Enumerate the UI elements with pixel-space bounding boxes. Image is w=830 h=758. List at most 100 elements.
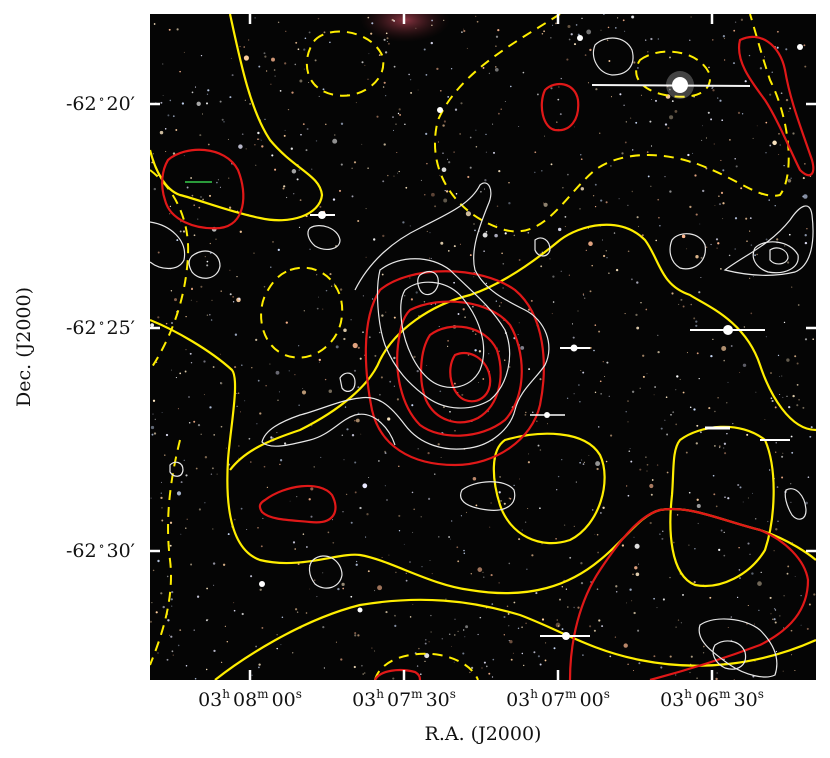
- star: [479, 190, 482, 193]
- star: [534, 151, 537, 154]
- star: [483, 188, 486, 190]
- star: [671, 100, 674, 102]
- star: [535, 592, 538, 595]
- star: [154, 418, 157, 421]
- star: [444, 190, 446, 192]
- star: [441, 638, 444, 640]
- star: [415, 291, 418, 294]
- star: [305, 149, 308, 152]
- star: [166, 575, 169, 578]
- star: [594, 324, 597, 326]
- star: [695, 255, 699, 259]
- star: [739, 486, 742, 489]
- star: [701, 139, 703, 141]
- star: [686, 248, 688, 250]
- white-contour: [339, 372, 356, 392]
- star: [491, 603, 494, 605]
- y-tick-label: -62 ∘ 25′: [66, 316, 135, 339]
- star: [727, 497, 730, 500]
- star: [197, 218, 199, 220]
- star: [754, 254, 757, 257]
- star: [306, 546, 308, 548]
- star: [582, 654, 584, 656]
- star: [687, 153, 690, 157]
- star: [274, 75, 276, 77]
- star: [794, 576, 796, 577]
- star: [650, 185, 652, 187]
- star: [383, 81, 386, 84]
- star: [475, 146, 478, 148]
- star: [747, 604, 749, 607]
- star: [499, 475, 502, 478]
- star: [589, 48, 592, 52]
- star: [537, 655, 540, 658]
- star: [276, 634, 278, 636]
- star: [322, 308, 324, 310]
- star: [495, 300, 497, 302]
- star: [308, 31, 311, 34]
- star: [450, 418, 451, 420]
- star: [438, 536, 440, 538]
- star: [714, 204, 716, 207]
- star: [561, 459, 563, 461]
- star: [188, 421, 191, 424]
- star: [162, 63, 164, 65]
- star: [420, 179, 422, 181]
- white-contours: [150, 37, 814, 678]
- star: [528, 368, 531, 371]
- star: [649, 483, 654, 489]
- star: [712, 89, 715, 92]
- star: [489, 526, 491, 528]
- star: [382, 180, 385, 183]
- star: [382, 86, 385, 88]
- star: [258, 65, 261, 68]
- star: [553, 647, 556, 650]
- star: [693, 580, 696, 584]
- star: [200, 54, 203, 57]
- star: [179, 629, 182, 631]
- star: [749, 277, 751, 279]
- star: [357, 634, 360, 637]
- star: [224, 625, 226, 627]
- star: [524, 521, 527, 523]
- star: [491, 676, 494, 678]
- star: [160, 101, 163, 104]
- star: [288, 370, 290, 372]
- star: [791, 654, 793, 656]
- star: [207, 619, 209, 621]
- star: [713, 143, 715, 145]
- star: [171, 605, 173, 607]
- white-contour: [592, 37, 634, 76]
- star: [362, 331, 364, 333]
- star: [779, 376, 780, 377]
- star: [357, 386, 360, 389]
- star: [500, 108, 502, 110]
- star: [442, 124, 445, 127]
- star: [627, 421, 629, 423]
- star: [682, 305, 685, 308]
- star: [386, 499, 388, 501]
- star: [311, 425, 313, 427]
- star: [722, 35, 726, 38]
- star: [773, 608, 776, 610]
- glare-artifact: [360, 14, 450, 42]
- bright-star: [797, 44, 803, 50]
- star: [391, 18, 394, 22]
- star: [557, 227, 562, 232]
- star: [393, 65, 396, 68]
- star: [492, 123, 494, 125]
- star: [769, 596, 772, 599]
- star: [732, 423, 734, 425]
- star: [419, 673, 422, 676]
- star: [631, 15, 635, 19]
- star: [340, 122, 344, 125]
- star: [476, 20, 479, 23]
- star: [585, 249, 587, 252]
- star: [413, 355, 416, 359]
- star: [325, 289, 328, 292]
- star: [606, 39, 609, 42]
- star: [519, 478, 521, 480]
- star: [447, 339, 450, 342]
- star: [179, 372, 182, 375]
- star: [722, 202, 725, 205]
